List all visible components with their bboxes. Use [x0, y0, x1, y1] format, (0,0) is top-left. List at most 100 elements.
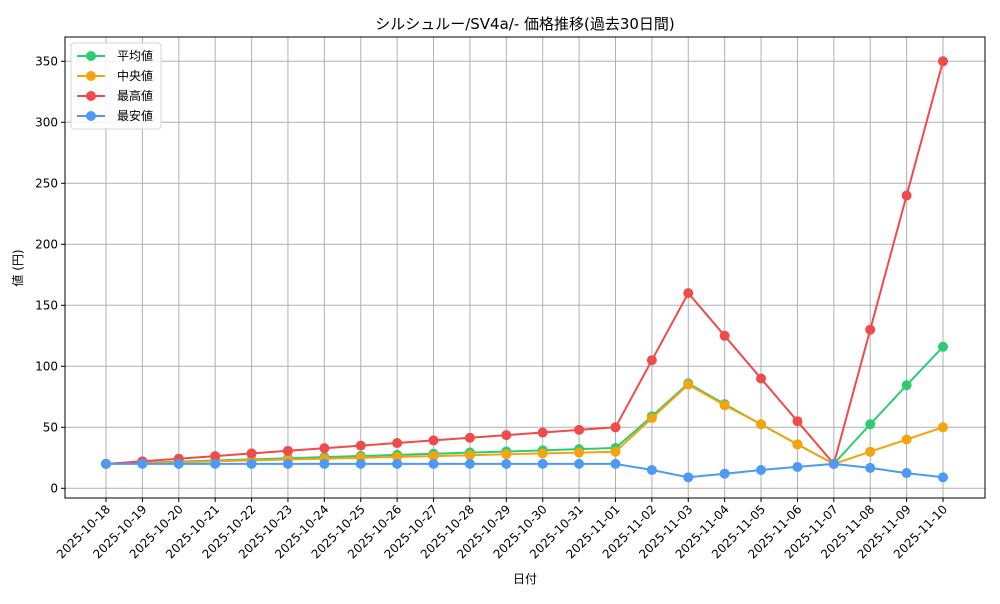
- data-point-marker: [392, 438, 403, 449]
- data-point-marker: [464, 450, 475, 461]
- data-point-marker: [574, 447, 585, 458]
- data-point-marker: [464, 458, 475, 469]
- data-point-marker: [428, 451, 439, 462]
- data-point-marker: [137, 458, 148, 469]
- data-point-marker: [865, 324, 876, 335]
- data-point-marker: [464, 432, 475, 443]
- data-point-marker: [210, 451, 221, 462]
- data-point-marker: [537, 458, 548, 469]
- series-3: [101, 458, 948, 483]
- data-point-marker: [355, 440, 366, 451]
- data-point-marker: [246, 448, 257, 459]
- data-point-marker: [392, 458, 403, 469]
- data-point-marker: [319, 458, 330, 469]
- data-point-marker: [865, 446, 876, 457]
- series-line: [105, 383, 944, 465]
- legend-marker-icon: [86, 51, 96, 61]
- y-tick-label: 100: [35, 359, 58, 373]
- plot-frame: [64, 36, 986, 499]
- data-point-marker: [901, 468, 912, 479]
- legend-marker-icon: [86, 91, 96, 101]
- data-point-marker: [792, 439, 803, 450]
- chart-title: シルシュルー/SV4a/- 価格推移(過去30日間): [375, 15, 675, 33]
- data-series: [101, 56, 948, 483]
- y-tick-label: 50: [43, 420, 58, 434]
- legend-label: 中央値: [117, 68, 153, 83]
- data-point-marker: [792, 461, 803, 472]
- data-point-marker: [938, 422, 948, 433]
- x-axis-ticks: 2025-10-182025-10-192025-10-202025-10-21…: [54, 498, 950, 561]
- data-point-marker: [319, 443, 330, 454]
- data-point-marker: [210, 458, 221, 469]
- data-point-marker: [355, 458, 366, 469]
- data-point-marker: [428, 435, 439, 446]
- data-point-marker: [865, 462, 876, 473]
- legend-label: 最高値: [117, 88, 153, 103]
- series-2: [101, 56, 948, 469]
- data-point-marker: [756, 373, 767, 384]
- data-point-marker: [756, 419, 767, 430]
- data-point-marker: [246, 458, 257, 469]
- data-point-marker: [719, 468, 730, 479]
- data-point-marker: [574, 424, 585, 435]
- data-point-marker: [392, 451, 403, 462]
- data-point-marker: [646, 413, 657, 424]
- data-point-marker: [173, 458, 184, 469]
- data-point-marker: [938, 56, 948, 67]
- data-point-marker: [610, 422, 621, 433]
- legend-label: 最安値: [117, 108, 153, 123]
- y-tick-label: 0: [50, 481, 58, 495]
- data-point-marker: [901, 190, 912, 201]
- data-point-marker: [646, 355, 657, 366]
- data-point-marker: [537, 448, 548, 459]
- data-point-marker: [683, 288, 694, 299]
- data-point-marker: [756, 465, 767, 475]
- data-point-marker: [938, 472, 948, 483]
- series-line: [105, 346, 944, 465]
- grid-lines: [65, 37, 985, 498]
- data-point-marker: [501, 449, 512, 460]
- data-point-marker: [501, 458, 512, 469]
- data-point-marker: [719, 400, 730, 411]
- y-axis-ticks: 0 50 100 150 200 250 300 350: [35, 54, 65, 495]
- y-axis-label: 値 (円): [10, 249, 25, 286]
- legend-marker-icon: [86, 71, 96, 81]
- data-point-marker: [610, 458, 621, 469]
- y-tick-label: 200: [35, 237, 58, 251]
- data-point-marker: [683, 472, 694, 483]
- series-line: [105, 61, 944, 465]
- legend-entry: 最高値: [77, 88, 153, 103]
- legend-marker-icon: [86, 111, 96, 121]
- data-point-marker: [574, 458, 585, 469]
- y-tick-label: 350: [35, 54, 58, 68]
- data-point-marker: [792, 416, 803, 427]
- y-tick-label: 250: [35, 176, 58, 190]
- legend-entry: 平均値: [77, 48, 153, 63]
- data-point-marker: [282, 458, 293, 469]
- y-tick-label: 150: [35, 298, 58, 312]
- data-point-marker: [865, 419, 876, 430]
- data-point-marker: [646, 465, 657, 475]
- data-point-marker: [901, 434, 912, 445]
- data-point-marker: [101, 458, 111, 469]
- data-point-marker: [501, 430, 512, 441]
- data-point-marker: [683, 379, 694, 390]
- series-line: [106, 462, 944, 479]
- data-point-marker: [938, 341, 948, 352]
- data-point-marker: [719, 330, 730, 341]
- data-point-marker: [537, 427, 548, 438]
- legend-entry: 中央値: [77, 68, 153, 83]
- data-point-marker: [901, 380, 912, 391]
- legend-label: 平均値: [117, 48, 153, 63]
- legend-entry: 最安値: [77, 108, 153, 123]
- y-tick-label: 300: [35, 115, 58, 129]
- x-axis-label: 日付: [513, 572, 537, 586]
- data-point-marker: [828, 458, 839, 469]
- data-point-marker: [428, 458, 439, 469]
- data-point-marker: [282, 445, 293, 456]
- legend-box: [70, 42, 162, 130]
- data-point-marker: [610, 446, 621, 457]
